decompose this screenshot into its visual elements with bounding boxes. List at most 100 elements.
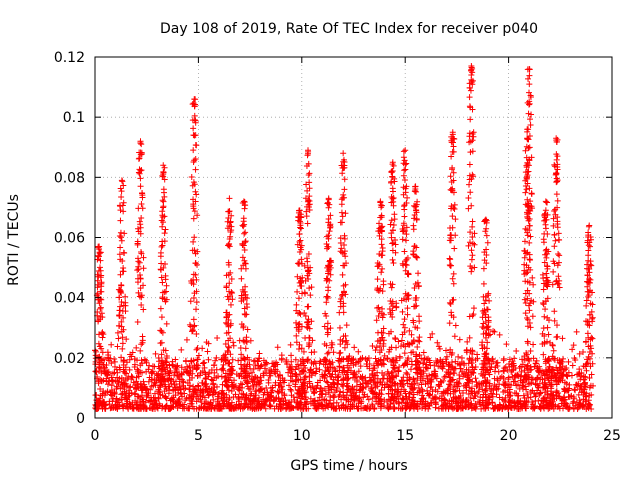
data-point <box>527 324 534 331</box>
data-point <box>151 397 158 404</box>
data-point <box>303 208 310 215</box>
data-point <box>159 295 166 302</box>
data-point <box>242 369 249 376</box>
data-point <box>221 374 228 381</box>
data-point <box>163 395 170 402</box>
data-point <box>120 326 127 333</box>
data-point <box>241 305 248 312</box>
data-point <box>308 349 315 356</box>
data-point <box>255 394 262 401</box>
data-point <box>99 390 106 397</box>
data-point <box>136 293 143 300</box>
data-point <box>511 390 518 397</box>
data-point <box>575 371 582 378</box>
data-point <box>116 202 123 209</box>
data-point <box>187 298 194 305</box>
data-point <box>118 193 125 200</box>
chart-title: Day 108 of 2019, Rate Of TEC Index for r… <box>160 21 538 37</box>
data-point <box>215 373 222 380</box>
data-point <box>298 278 305 285</box>
data-point <box>585 405 592 412</box>
data-point <box>502 394 509 401</box>
data-point <box>570 342 577 349</box>
data-point <box>277 371 284 378</box>
data-point <box>588 391 595 398</box>
data-point <box>583 367 590 374</box>
data-point <box>138 250 145 257</box>
data-point <box>114 405 121 412</box>
data-point <box>214 335 221 342</box>
data-point <box>319 403 326 410</box>
data-point <box>303 255 310 262</box>
data-point <box>295 377 302 384</box>
data-point <box>422 405 429 412</box>
data-point <box>386 346 393 353</box>
data-point <box>355 348 362 355</box>
data-point <box>390 188 397 195</box>
data-point <box>162 405 169 412</box>
data-point <box>121 357 128 364</box>
data-point <box>271 397 278 404</box>
data-point <box>242 238 249 245</box>
data-point <box>401 248 408 255</box>
data-point <box>469 252 476 259</box>
data-point <box>242 345 249 352</box>
data-point <box>245 396 252 403</box>
data-point <box>229 290 236 297</box>
data-point <box>389 227 396 234</box>
data-point <box>468 202 475 209</box>
data-point <box>138 294 145 301</box>
data-point <box>158 328 165 335</box>
data-point <box>120 264 127 271</box>
data-point <box>126 366 133 373</box>
data-point <box>378 269 385 276</box>
data-point <box>388 168 395 175</box>
data-point <box>487 390 494 397</box>
data-point <box>167 397 174 404</box>
data-point <box>555 389 562 396</box>
data-point <box>527 389 534 396</box>
data-point <box>163 296 170 303</box>
data-point <box>306 185 313 192</box>
data-point <box>447 390 454 397</box>
data-point <box>280 379 287 386</box>
data-point <box>401 350 408 357</box>
data-point <box>423 373 430 380</box>
data-point <box>155 395 162 402</box>
data-point <box>397 392 404 399</box>
data-point <box>340 150 347 157</box>
data-point <box>221 401 228 408</box>
data-point <box>379 252 386 259</box>
data-point <box>297 311 304 318</box>
data-point <box>404 271 411 278</box>
data-point <box>552 372 559 379</box>
data-point <box>377 198 384 205</box>
data-point <box>403 369 410 376</box>
data-point <box>543 401 550 408</box>
data-point <box>343 371 350 378</box>
data-point <box>138 341 145 348</box>
data-point <box>442 389 449 396</box>
data-point <box>323 312 330 319</box>
data-point <box>186 372 193 379</box>
data-point <box>484 239 491 246</box>
data-point <box>522 383 529 390</box>
data-point <box>419 375 426 382</box>
data-point <box>247 365 254 372</box>
data-point <box>551 232 558 239</box>
data-point <box>231 384 238 391</box>
data-point <box>134 357 141 364</box>
data-point <box>503 341 510 348</box>
data-point <box>325 215 332 222</box>
data-point <box>319 387 326 394</box>
data-point <box>560 405 567 412</box>
data-point <box>467 189 474 196</box>
data-point <box>576 370 583 377</box>
data-point <box>378 214 385 221</box>
data-point <box>500 367 507 374</box>
data-point <box>178 376 185 383</box>
data-point <box>146 397 153 404</box>
data-point <box>178 370 185 377</box>
data-point <box>139 339 146 346</box>
data-point <box>541 313 548 320</box>
